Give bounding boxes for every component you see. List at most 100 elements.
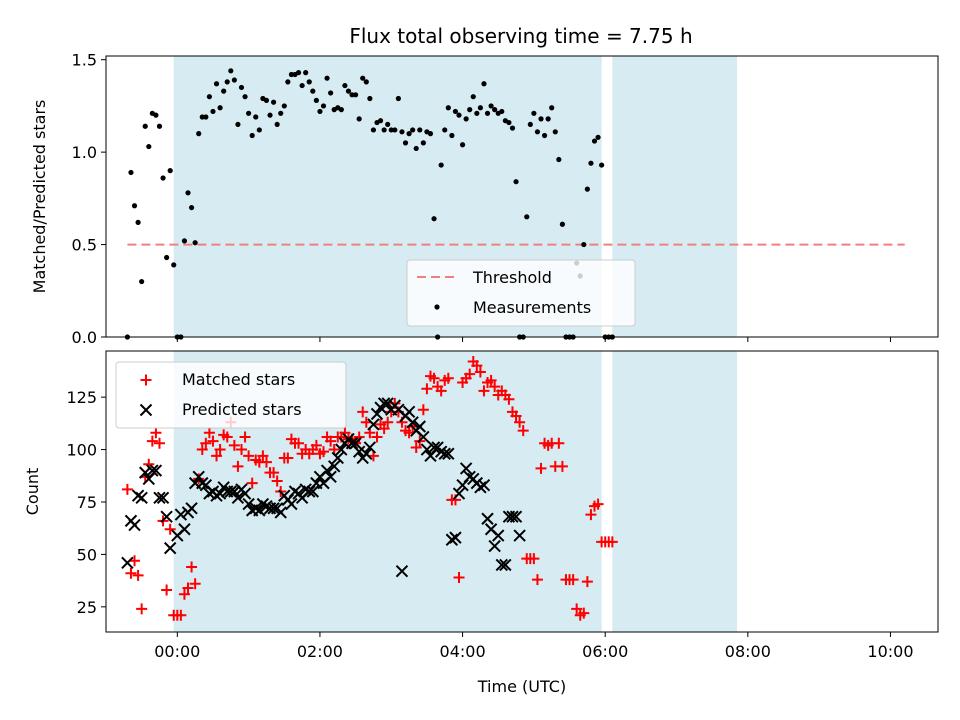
predicted-stars-point: [452, 487, 466, 500]
legend-measurements-swatch: [434, 304, 440, 310]
matched-stars-point: [378, 423, 390, 435]
measurement-point: [410, 127, 416, 133]
predicted-stars-point: [203, 487, 216, 500]
measurement-point: [167, 168, 173, 174]
matched-stars-point: [268, 467, 280, 479]
measurement-point: [506, 119, 512, 126]
measurement-point: [263, 97, 270, 103]
legend-box: [406, 259, 636, 327]
measurement-point: [188, 204, 195, 211]
predicted-stars-point: [256, 497, 270, 511]
predicted-stars-point: [427, 441, 441, 454]
legend-box: [115, 361, 347, 429]
predicted-stars-point: [367, 418, 380, 431]
measurement-point: [556, 156, 562, 163]
predicted-stars-point: [506, 510, 519, 523]
measurement-point: [349, 92, 355, 98]
measurement-point: [552, 129, 558, 135]
predicted-stars-point: [249, 502, 262, 515]
measurement-point: [381, 127, 387, 133]
measurement-point: [142, 123, 148, 129]
predicted-stars-point: [513, 529, 526, 542]
predicted-stars-point: [413, 420, 426, 433]
matched-stars-point: [528, 553, 540, 565]
matched-stars-point: [164, 523, 176, 535]
measurement-point: [484, 110, 491, 116]
measurement-point: [534, 129, 541, 135]
measurement-point: [513, 179, 519, 185]
measurement-point: [438, 162, 444, 168]
matched-stars-point: [514, 416, 526, 428]
matched-stars-point: [371, 431, 383, 443]
measurement-point: [196, 131, 202, 137]
matched-stars-point: [325, 435, 337, 447]
predicted-stars-point: [442, 447, 455, 460]
measurement-point: [146, 143, 152, 150]
matched-stars-point: [357, 406, 369, 418]
matched-stars-point: [510, 410, 522, 422]
measurement-point: [559, 221, 566, 227]
predicted-stars-point: [131, 489, 145, 502]
predicted-stars-point: [370, 407, 384, 421]
measurement-point: [224, 79, 230, 85]
predicted-stars-point: [153, 491, 166, 504]
matched-stars-point: [606, 536, 618, 548]
measurement-point: [584, 186, 590, 192]
predicted-stars-point: [149, 464, 163, 477]
matched-stars-point: [421, 383, 433, 395]
measurement-point: [509, 125, 516, 131]
matched-stars-point: [132, 569, 144, 581]
measurement-point: [181, 238, 188, 244]
matched-stars-point: [125, 567, 137, 579]
y-axis-label: Count: [23, 468, 42, 516]
predicted-stars-point: [156, 491, 170, 504]
measurement-point: [545, 116, 551, 122]
predicted-stars-point: [324, 470, 337, 484]
measurement-point: [313, 97, 319, 103]
predicted-stars-point: [185, 502, 198, 515]
matched-stars-point: [153, 437, 165, 449]
measurement-point: [356, 116, 362, 122]
measurement-point: [402, 140, 409, 146]
measurement-point: [406, 131, 412, 137]
matched-stars-point: [146, 435, 158, 447]
measurement-point: [452, 108, 459, 115]
measurement-point: [531, 110, 537, 116]
predicted-stars-point: [228, 485, 241, 498]
predicted-stars-point: [352, 445, 366, 458]
predicted-stars-point: [459, 462, 473, 475]
matched-stars-point: [121, 483, 133, 495]
predicted-stars-point: [395, 564, 409, 578]
x-tick-label: 00:00: [154, 642, 200, 661]
measurement-point: [385, 121, 391, 128]
legend-matched-swatch: [140, 374, 152, 386]
measurement-point: [274, 121, 280, 128]
matched-stars-point: [478, 385, 490, 397]
measurement-point: [164, 254, 170, 261]
measurement-point: [581, 241, 587, 248]
matched-stars-point: [567, 574, 579, 586]
measurement-point: [303, 70, 309, 76]
measurement-point: [524, 214, 530, 220]
measurement-point: [481, 81, 487, 87]
matched-stars-point: [257, 450, 269, 462]
measurement-point: [463, 116, 469, 122]
predicted-stars-point: [231, 491, 245, 504]
observing-interval-shade: [612, 351, 738, 632]
matched-stars-point: [239, 431, 251, 443]
predicted-stars-point: [335, 443, 348, 456]
matched-stars-point: [175, 609, 187, 621]
predicted-stars-point: [481, 512, 494, 525]
matched-stars-point: [232, 460, 244, 472]
x-axis-label: Time (UTC): [477, 677, 566, 696]
predicted-stars-point: [253, 504, 266, 517]
measurement-point: [153, 112, 159, 118]
x-tick-label: 02:00: [297, 642, 343, 661]
measurement-point: [367, 95, 373, 102]
legend-predicted-label: Predicted stars: [182, 400, 302, 419]
predicted-stars-point: [449, 531, 462, 544]
measurement-point: [228, 68, 234, 74]
measurement-point: [128, 169, 134, 176]
matched-stars-point: [410, 441, 422, 453]
